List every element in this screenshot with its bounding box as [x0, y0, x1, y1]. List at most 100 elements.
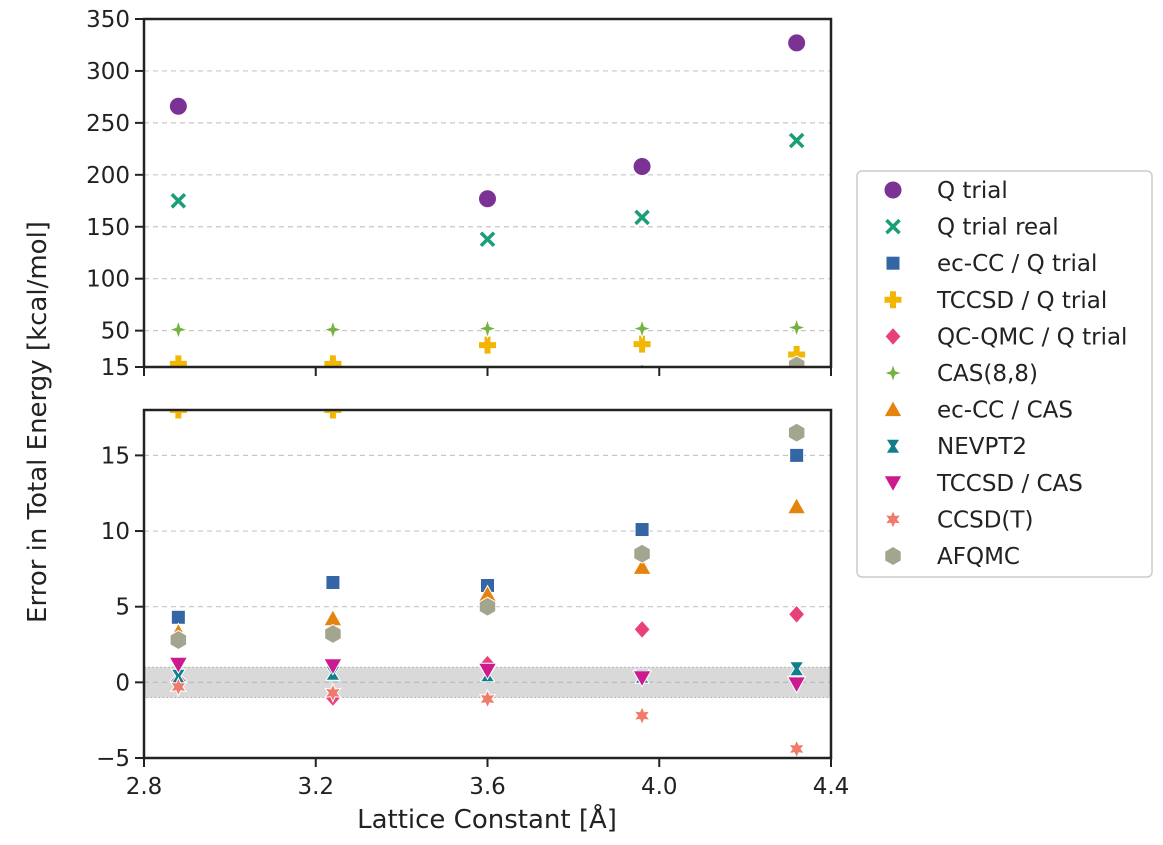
q-trial-real-point [169, 191, 188, 210]
ec-cc-cas-point [786, 496, 807, 515]
afqmc-point [478, 596, 497, 617]
ccsd-t-point [478, 688, 497, 710]
ec-cc-q-trial-point [634, 522, 650, 538]
x-tick-label: 2.8 [126, 774, 163, 800]
top-y-ticks: 15 50 100 150 200 250 300 350 [86, 7, 144, 381]
ec-cc-cas-point [632, 557, 652, 575]
tccsd-cas-point [168, 656, 189, 675]
legend-label-ec-cc-cas: ec-CC / CAS [937, 398, 1073, 424]
tccsd-q-trial-point [168, 410, 188, 420]
afqmc-point [633, 543, 651, 564]
nevpt2-point [788, 661, 805, 677]
q-trial-legend-marker [883, 180, 903, 200]
q-trial-point [632, 157, 652, 177]
top-y-tick-label: 200 [86, 163, 130, 189]
ccsd-t-point [324, 682, 342, 704]
cas-8-8-point [476, 318, 499, 340]
top-y-tick-label: 350 [86, 7, 130, 33]
x-axis-title: Lattice Constant [Å] [357, 803, 617, 835]
cas-8-8-point [631, 318, 653, 340]
bottom-y-tick-label: 15 [101, 443, 130, 469]
x-tick-label: 3.2 [297, 774, 334, 800]
ec-cc-cas-point [323, 608, 343, 627]
tccsd-q-trial-legend-marker [883, 290, 903, 310]
top-y-tick-label: 300 [86, 59, 130, 85]
x-tick-label: 4.4 [813, 774, 850, 800]
top-y-tick-label: 250 [86, 111, 130, 137]
legend-label-afqmc: AFQMC [937, 544, 1020, 570]
qc-qmc-q-trial-point [633, 619, 651, 640]
legend-label-cas-8-8: CAS(8,8) [937, 361, 1038, 387]
ccsd-t-point [633, 705, 651, 726]
bottom-y-tick-label: 5 [115, 595, 130, 621]
legend-label-tccsd-cas: TCCSD / CAS [936, 471, 1083, 497]
q-trial-point [168, 96, 188, 116]
legend-label-q-trial-real: Q trial real [937, 215, 1059, 241]
ccsd-t-point [787, 738, 806, 758]
q-trial-real-point [787, 131, 806, 150]
q-trial-real-point [478, 230, 497, 249]
legend-frame [856, 170, 1153, 578]
afqmc-point [324, 623, 342, 644]
q-trial-real-point [632, 208, 652, 227]
afqmc-point [169, 629, 188, 651]
top-y-tick-label: 50 [101, 319, 130, 345]
qc-qmc-q-trial-legend-marker [884, 326, 902, 347]
afqmc-legend-marker [884, 545, 902, 567]
tccsd-q-trial-point [323, 354, 343, 367]
top-y-tick-label: 15 [101, 355, 130, 381]
ccsd-t-point [169, 676, 188, 698]
top-y-tick-label: 100 [86, 267, 130, 293]
tccsd-cas-legend-marker [883, 475, 903, 493]
x-tick-label: 3.6 [469, 774, 506, 800]
bottom-x-ticks: 2.8 3.2 3.6 4.0 4.4 [126, 758, 850, 800]
afqmc-point [170, 370, 187, 389]
afqmc-point [787, 355, 806, 367]
tccsd-cas-point [477, 662, 498, 681]
cas-8-8-legend-marker [882, 362, 904, 384]
x-tick-label: 4.0 [641, 774, 678, 800]
top-markers [167, 33, 808, 389]
q-trial-real-legend-marker [883, 217, 903, 236]
tccsd-q-trial-point [168, 354, 188, 367]
tccsd-q-trial-point [788, 265, 806, 283]
legend-label-ccsd-t: CCSD(T) [937, 507, 1033, 533]
tccsd-cas-point [323, 658, 343, 676]
legend-label-qc-qmc-q-trial: QC-QMC / Q trial [937, 324, 1127, 350]
bottom-y-ticks: −5 0 5 10 15 [96, 443, 144, 772]
top-x-ticks [143, 367, 832, 376]
tccsd-q-trial-point [478, 335, 497, 355]
legend: Q trial Q trial real ec-CC / Q trial TCCSD … [856, 170, 1153, 578]
tccsd-q-trial-point [479, 129, 497, 147]
cas-8-8-point [167, 319, 189, 341]
legend-label-q-trial: Q trial [937, 178, 1008, 204]
legend-label-ec-cc-q-trial: ec-CC / Q trial [937, 251, 1097, 277]
cas-8-8-point [322, 319, 344, 341]
top-y-tick-label: 150 [86, 215, 130, 241]
tccsd-cas-point [786, 676, 807, 694]
ec-cc-q-trial-point [170, 609, 186, 625]
nevpt2-legend-marker [885, 438, 901, 454]
q-trial-point [478, 189, 497, 209]
legend-label-tccsd-q-trial: TCCSD / Q trial [936, 288, 1107, 314]
ec-cc-q-trial-legend-marker [885, 255, 901, 271]
bottom-y-tick-label: 0 [115, 670, 130, 696]
ec-cc-q-trial-point [325, 574, 341, 590]
tccsd-q-trial-point [632, 334, 652, 354]
ec-cc-q-trial-point [789, 447, 805, 463]
tccsd-q-trial-point [323, 410, 343, 420]
tccsd-cas-point [632, 670, 652, 688]
bottom-gridlines [144, 454, 831, 683]
afqmc-point [325, 370, 342, 389]
ccsd-t-legend-marker [884, 509, 902, 530]
bottom-y-tick-label: 10 [101, 519, 130, 545]
q-trial-point [787, 33, 807, 53]
top-panel: 15 50 100 150 200 250 300 350 [86, 7, 833, 389]
legend-label-nevpt2: NEVPT2 [937, 434, 1027, 460]
cas-8-8-point [786, 316, 808, 339]
bottom-y-tick-label: −5 [96, 746, 130, 772]
bottom-markers [168, 129, 807, 758]
qc-qmc-q-trial-point [787, 604, 806, 625]
ec-cc-cas-legend-marker [883, 399, 903, 418]
afqmc-point [787, 422, 806, 443]
